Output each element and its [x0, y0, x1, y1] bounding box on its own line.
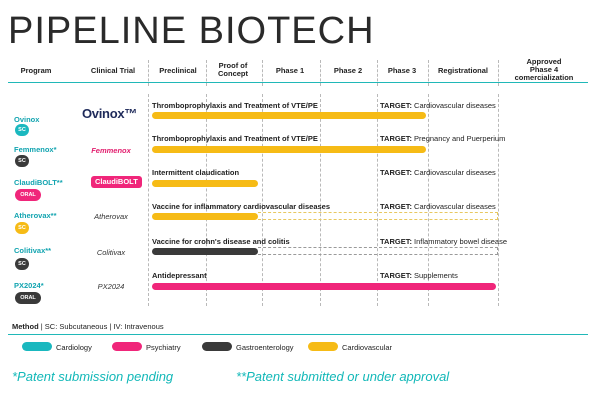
header-registrational: Registrational: [437, 66, 488, 75]
target-label: TARGET: Cardiovascular diseases: [380, 168, 496, 177]
col-sep: [148, 60, 149, 86]
indication-label: Antidepressant: [152, 271, 207, 280]
grid-line: [320, 94, 321, 306]
legend-label-cardiovascular: Cardiovascular: [342, 343, 393, 352]
header-proof-of-concept: Proof of Concept: [218, 61, 248, 78]
pipeline-bar: [152, 146, 426, 153]
col-sep: [206, 60, 207, 86]
target-label: TARGET: Inflammatory bowel disease: [380, 237, 508, 246]
col-sep: [262, 60, 263, 86]
col-sep: [320, 60, 321, 86]
legend-label-psychiatry: Psychiatry: [146, 343, 181, 352]
pipeline-bar: [152, 213, 258, 220]
indication-label: Vaccine for inflammatory cardiovascular …: [152, 202, 331, 211]
header-approved: Approved Phase 4 comercialization: [514, 57, 574, 82]
indication-label: Intermittent claudication: [152, 168, 240, 177]
method-badge: SC: [15, 155, 29, 167]
method-badge: ORAL: [15, 189, 41, 201]
pipeline-bar: [152, 283, 496, 290]
target-label: TARGET: Supplements: [380, 271, 458, 280]
pipeline-bar: [152, 112, 426, 119]
grid-line: [262, 94, 263, 306]
indication-label: Thromboprophylaxis and Treatment of VTE/…: [152, 134, 318, 143]
header-preclinical: Preclinical: [159, 66, 197, 75]
grid-line: [377, 94, 378, 306]
legend-swatch-psychiatry: [112, 342, 142, 351]
footnote-double: **Patent submitted or under approval: [236, 369, 450, 384]
program-name: ClaudiBOLT**: [14, 178, 63, 187]
target-label: TARGET: Pregnancy and Puerperium: [380, 134, 506, 143]
method-note: Method | SC: Subcutaneous | IV: Intraven…: [12, 322, 164, 331]
col-sep: [428, 60, 429, 86]
pipeline-bar: [152, 248, 258, 255]
claudibolt-logo: ClaudiBOLT: [91, 176, 142, 188]
program-name: Ovinox: [14, 115, 40, 124]
col-sep: [377, 60, 378, 86]
program-name: Colitivax**: [14, 246, 52, 255]
header-phase2: Phase 2: [333, 66, 363, 75]
program-name: Femmenox*: [14, 145, 57, 154]
pipeline-bar: [152, 180, 258, 187]
legend-swatch-gastroenterology: [202, 342, 232, 351]
projected-bar: [258, 212, 498, 220]
trial-name: Atherovax: [94, 212, 128, 221]
indication-label: Thromboprophylaxis and Treatment of VTE/…: [152, 101, 318, 110]
method-badge: SC: [15, 124, 29, 136]
legend-label-cardiology: Cardiology: [56, 343, 92, 352]
target-label: TARGET: Cardiovascular diseases: [380, 202, 496, 211]
grid-line: [498, 94, 499, 306]
grid-line: [428, 94, 429, 306]
header-program: Program: [20, 66, 52, 75]
legend-swatch-cardiovascular: [308, 342, 338, 351]
trial-name: Colitivax: [96, 248, 126, 257]
header-clinical-trial: Clinical Trial: [90, 66, 136, 75]
legend-label-gastroenterology: Gastroenterology: [236, 343, 294, 352]
page-title: PIPELINE BIOTECH: [8, 10, 375, 52]
target-label: TARGET: Cardiovascular diseases: [380, 101, 496, 110]
indication-label: Vaccine for crohn's disease and colitis: [152, 237, 290, 246]
grid-line: [206, 94, 207, 306]
header-phase1: Phase 1: [275, 66, 305, 75]
footnote-single: *Patent submission pending: [12, 369, 174, 384]
program-name: PX2024*: [14, 281, 44, 290]
header-divider: [8, 82, 588, 83]
femmenox-logo: Femmenox: [91, 146, 131, 155]
method-badge: SC: [15, 258, 29, 270]
grid-line: [148, 94, 149, 306]
col-sep: [498, 60, 499, 86]
header-phase3: Phase 3: [387, 66, 417, 75]
trial-name: PX2024: [97, 282, 125, 291]
legend-swatch-cardiology: [22, 342, 52, 351]
method-badge: SC: [15, 222, 29, 234]
legend-divider: [8, 334, 588, 335]
method-badge: ORAL: [15, 292, 41, 304]
ovinox-logo: Ovinox™: [82, 106, 137, 121]
program-name: Atherovax**: [14, 211, 57, 220]
projected-bar: [258, 247, 498, 255]
